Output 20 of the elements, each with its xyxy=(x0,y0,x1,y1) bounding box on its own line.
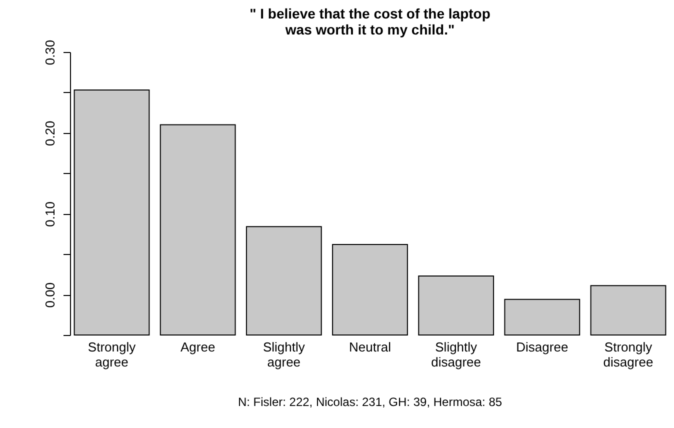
bar xyxy=(504,298,580,336)
y-tick-label: 0.30 xyxy=(42,40,58,66)
text: N: Fisler: 222, Nicolas: 231, GH: 39, Hermosa: 85 xyxy=(238,395,502,409)
x-tick-label: Slightly disagree xyxy=(431,340,482,370)
bar xyxy=(160,124,236,336)
x-tick-label: Neutral xyxy=(349,340,392,354)
chart-title: " I believe that the cost of the laptop was worth it to my child." xyxy=(250,5,490,38)
y-tick-label: 0.00 xyxy=(42,282,58,308)
x-tick-label: Agree xyxy=(180,340,216,354)
bar xyxy=(332,244,408,336)
x-tick-label: Strongly agree xyxy=(88,340,136,370)
bar xyxy=(74,90,150,336)
x-tick-label: Slightly agree xyxy=(262,340,306,370)
bar xyxy=(418,275,494,336)
x-tick-label: Disagree xyxy=(516,340,568,354)
y-tick-label: 0.10 xyxy=(42,202,58,227)
y-tick-label: 0.20 xyxy=(42,120,58,146)
bar xyxy=(590,285,666,336)
bar xyxy=(246,226,322,336)
x-tick-label: Strongly disagree xyxy=(603,340,654,370)
